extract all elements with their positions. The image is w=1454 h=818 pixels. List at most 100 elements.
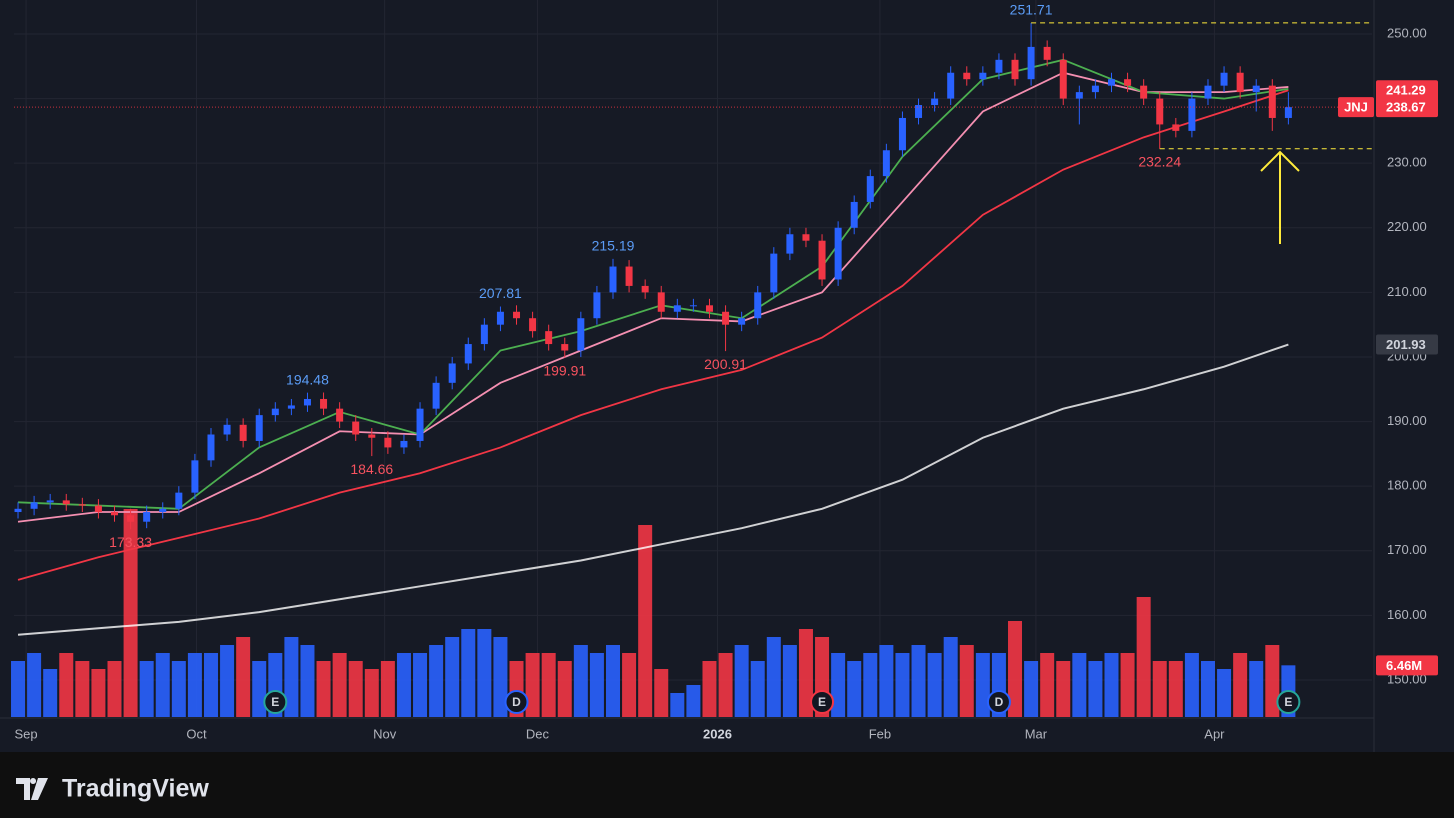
moving-average [17, 89, 1289, 581]
candle-body [866, 176, 874, 202]
footer [0, 752, 1454, 818]
arrow-head [1260, 150, 1300, 172]
price-box [1376, 334, 1438, 355]
price-box-label: 238.67 [1386, 100, 1426, 115]
candle-body [320, 398, 328, 409]
candle-body [1156, 98, 1164, 125]
candle-body [625, 266, 633, 286]
y-tick-label: 220.00 [1387, 219, 1427, 234]
event-marker [1276, 690, 1301, 714]
low-label: 173.33 [109, 534, 152, 550]
candle-body [641, 285, 649, 293]
candle-body [1091, 85, 1099, 93]
volume-bar [284, 637, 299, 717]
candle-body [400, 440, 408, 448]
volume-bar [525, 653, 540, 717]
volume-bar [557, 661, 572, 717]
event-label: D [995, 695, 1004, 709]
volume-bar [1104, 653, 1119, 717]
x-tick-label: Feb [869, 726, 891, 741]
candle-body [898, 117, 906, 151]
candle-body [545, 331, 553, 345]
volume-bar [236, 637, 251, 717]
volume-bar [1168, 661, 1183, 717]
candle-body [1172, 124, 1180, 131]
volume-bar [959, 645, 974, 717]
event-marker [504, 690, 529, 714]
candle-body [1027, 46, 1035, 80]
volume-bar [686, 685, 701, 717]
candle-body [1236, 72, 1244, 93]
candle-body [30, 502, 38, 509]
candle-body [657, 292, 665, 312]
brand-name: TradingView [62, 775, 209, 803]
candle-body [1011, 59, 1019, 80]
volume-bar [847, 661, 862, 717]
candle-body [352, 421, 360, 435]
volume-bar [1217, 669, 1232, 717]
candle-body [271, 408, 279, 416]
chart-background [0, 0, 1454, 752]
candle-body [673, 305, 681, 312]
candle-body [1043, 46, 1051, 60]
candle-body [1059, 59, 1067, 99]
volume-bar [1008, 621, 1023, 717]
event-marker [263, 690, 288, 714]
candle-body [738, 318, 746, 325]
volume-bar [348, 661, 363, 717]
candle-body [14, 508, 22, 513]
volume-bar [911, 645, 926, 717]
event-marker [810, 690, 835, 714]
x-tick-label: Nov [373, 726, 397, 741]
y-tick-label: 180.00 [1387, 478, 1427, 493]
price-box-label: 241.29 [1386, 83, 1426, 98]
candle-body [496, 311, 504, 325]
candle-body [947, 72, 955, 99]
candle-body [384, 437, 392, 448]
volume-box-label: 6.46M [1386, 658, 1422, 673]
volume-bar [1088, 661, 1103, 717]
candle-body [689, 305, 697, 307]
candle-body [931, 98, 939, 106]
volume-bar [493, 637, 508, 717]
volume-bar [1120, 653, 1135, 717]
candle-body [722, 311, 730, 325]
candle-body [111, 512, 119, 516]
candle-body [1140, 85, 1148, 99]
volume-bar [943, 637, 958, 717]
y-tick-label: 160.00 [1387, 607, 1427, 622]
volume-bar [429, 645, 444, 717]
candle-body [223, 424, 231, 435]
candle-body [529, 318, 537, 332]
symbol-label: JNJ [1344, 100, 1368, 115]
candle-body [834, 227, 842, 280]
event-label: E [271, 695, 279, 709]
volume-bar [1152, 661, 1167, 717]
candle-body [143, 512, 151, 522]
candle-body [1107, 79, 1115, 86]
candle-body [480, 324, 488, 345]
candle-body [513, 311, 521, 319]
x-tick-label: Mar [1025, 726, 1048, 741]
price-box [1376, 80, 1438, 101]
volume-box [1376, 655, 1438, 676]
volume-bar [332, 653, 347, 717]
volume-bar [445, 637, 460, 717]
candle-body [175, 492, 183, 509]
volume-bar [1136, 597, 1151, 717]
volume-bar [798, 629, 813, 717]
low-label: 232.24 [1138, 153, 1181, 169]
volume-bar [461, 629, 476, 717]
candle-body [1220, 72, 1228, 86]
candle-body [963, 72, 971, 80]
high-label: 194.48 [286, 371, 329, 387]
candle-body [432, 382, 440, 409]
volume-bar [1040, 653, 1055, 717]
candle-body [464, 344, 472, 364]
volume-bar [59, 653, 74, 717]
volume-bar [589, 653, 604, 717]
candle-body [78, 504, 86, 506]
volume-bar [702, 661, 717, 717]
y-tick-label: 190.00 [1387, 413, 1427, 428]
